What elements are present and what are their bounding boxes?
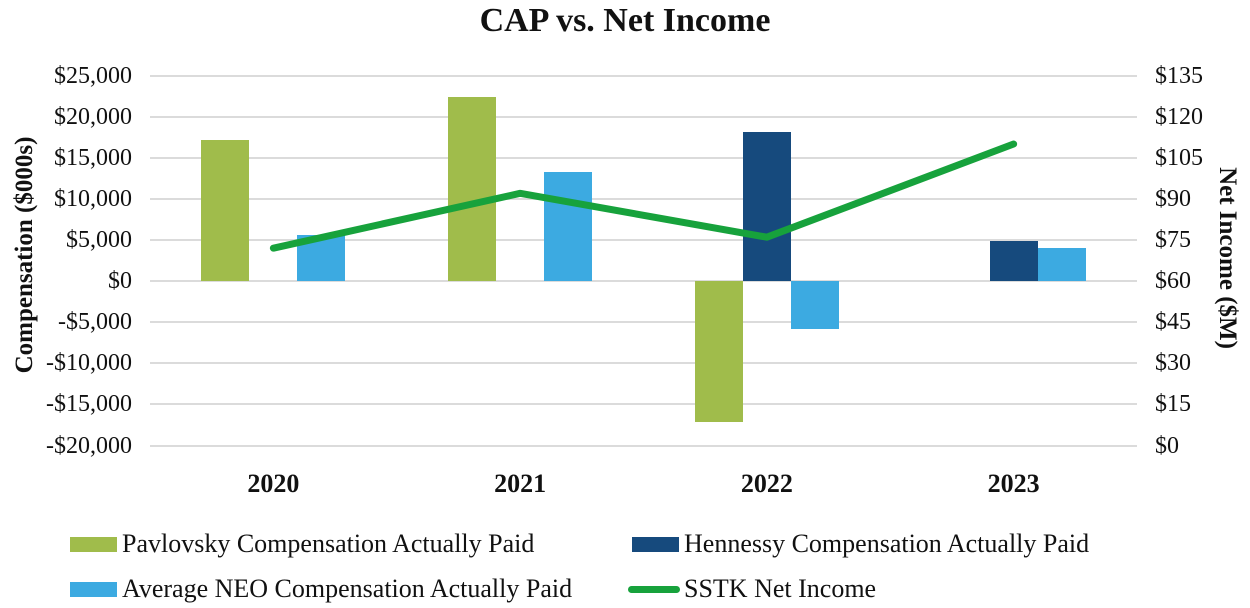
bar-avg-neo-2022 <box>790 281 839 329</box>
legend-item-avg-neo: Average NEO Compensation Actually Paid <box>70 574 572 604</box>
gridline <box>150 115 1137 118</box>
x-axis-label-2023: 2023 <box>987 469 1040 498</box>
bar-avg-neo-2020 <box>297 235 346 282</box>
y-axis-tick-label-right: $30 <box>1155 350 1191 377</box>
y-axis-tick-label-right: $15 <box>1155 391 1191 418</box>
bar-avg-neo-2023 <box>1037 248 1086 282</box>
gridline <box>150 197 1137 200</box>
legend-label-sstk-net-income: SSTK Net Income <box>684 574 877 603</box>
y-axis-tick-label-left: $0 <box>108 268 132 295</box>
bar-pavlovsky-2022 <box>694 281 743 422</box>
left-axis-title: Compensation ($000s) <box>11 136 38 374</box>
y-axis-tick-label-left: -$20,000 <box>46 432 132 459</box>
bar-hennessy-2023 <box>989 240 1038 282</box>
y-axis-tick-label-right: $45 <box>1155 309 1191 336</box>
legend-item-pavlovsky: Pavlovsky Compensation Actually Paid <box>70 529 534 559</box>
y-axis-tick-label-left: -$5,000 <box>58 309 132 336</box>
y-axis-tick-label-left: $25,000 <box>54 62 132 89</box>
gridline <box>150 321 1137 324</box>
y-axis-tick-label-left: -$15,000 <box>46 391 132 418</box>
gridline <box>150 74 1137 77</box>
bar-pavlovsky-2021 <box>448 96 497 282</box>
y-axis-tick-label-left: $15,000 <box>54 144 132 171</box>
gridline <box>150 362 1137 365</box>
y-axis-tick-label-left: $20,000 <box>54 103 132 130</box>
gridline <box>150 403 1137 406</box>
legend-item-sstk-net-income: SSTK Net Income <box>628 574 876 604</box>
legend-bar-swatch-hennessy <box>632 536 679 552</box>
y-axis-tick-label-left: $5,000 <box>66 226 132 253</box>
bar-avg-neo-2021 <box>544 171 593 282</box>
x-axis-label-2021: 2021 <box>494 469 547 498</box>
gridline <box>150 156 1137 159</box>
bar-hennessy-2022 <box>742 132 791 282</box>
legend-bar-swatch-pavlovsky <box>70 536 117 552</box>
y-axis-tick-label-right: $135 <box>1155 62 1203 89</box>
y-axis-tick-label-right: $90 <box>1155 185 1191 212</box>
legend-bar-swatch-avg-neo <box>70 581 117 597</box>
gridline <box>150 444 1137 447</box>
y-axis-tick-label-right: $105 <box>1155 144 1203 171</box>
y-axis-tick-label-right: $60 <box>1155 268 1191 295</box>
legend-label-pavlovsky: Pavlovsky Compensation Actually Paid <box>122 529 535 558</box>
legend-label-hennessy: Hennessy Compensation Actually Paid <box>684 529 1090 558</box>
legend-label-avg-neo: Average NEO Compensation Actually Paid <box>122 574 573 603</box>
y-axis-tick-label-right: $120 <box>1155 103 1203 130</box>
sstk-net-income-line <box>269 140 1018 252</box>
y-axis-tick-label-right: $75 <box>1155 226 1191 253</box>
y-axis-tick-label-left: -$10,000 <box>46 350 132 377</box>
legend-line-swatch-sstk-net-income <box>628 585 680 593</box>
chart-title: CAP vs. Net Income <box>479 2 771 39</box>
y-axis-tick-label-left: $10,000 <box>54 185 132 212</box>
right-axis-title: Net Income ($M) <box>1214 167 1241 349</box>
gridline <box>150 280 1137 283</box>
x-axis-label-2020: 2020 <box>247 469 300 498</box>
bar-pavlovsky-2020 <box>201 140 250 282</box>
legend-item-hennessy: Hennessy Compensation Actually Paid <box>632 529 1089 559</box>
x-axis-label-2022: 2022 <box>740 469 793 498</box>
y-axis-tick-label-right: $0 <box>1155 432 1179 459</box>
